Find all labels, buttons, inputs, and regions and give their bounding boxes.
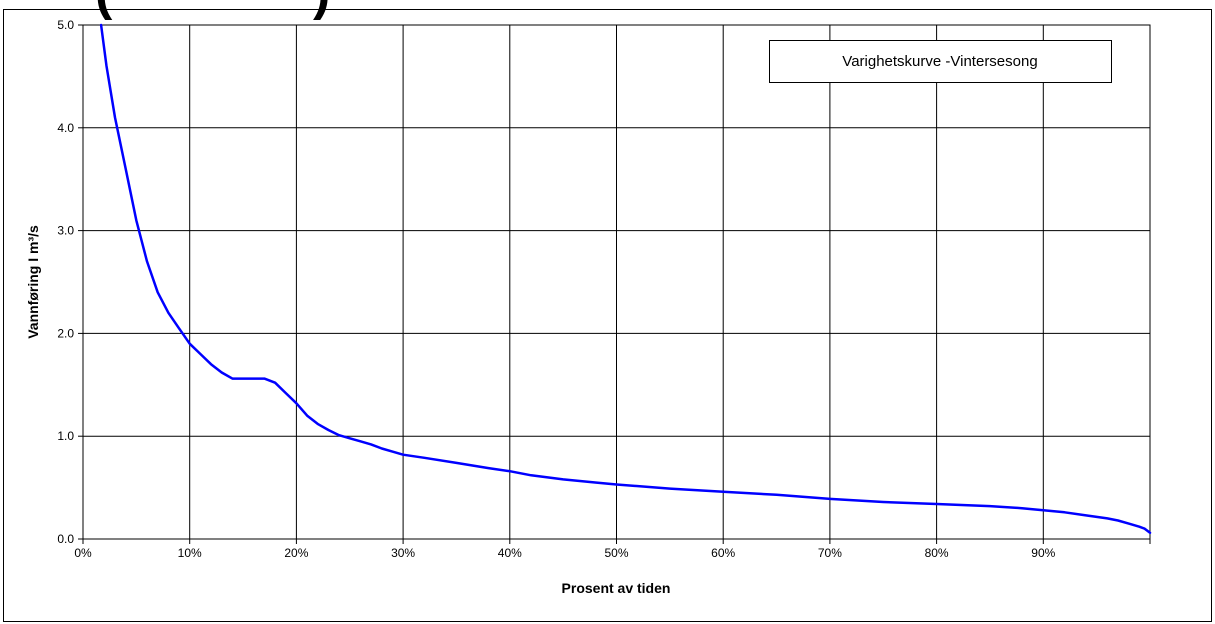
x-tick-label: 50% <box>604 546 628 560</box>
series-layer <box>99 23 1152 535</box>
x-tick-label: 20% <box>284 546 308 560</box>
y-tick-label: 3.0 <box>57 224 74 238</box>
legend-text: Varighetskurve -Vintersesong <box>842 53 1037 70</box>
y-tick-label: 0.0 <box>57 532 74 546</box>
x-tick-label: 40% <box>498 546 522 560</box>
x-tick-labels: 0% 10% 20% 30% 40% 50% 60% 70% 80% 90% <box>74 546 1055 560</box>
x-tick-label: 10% <box>178 546 202 560</box>
legend-box <box>769 40 1112 83</box>
grid-lines <box>78 24 1151 544</box>
top-text-fragment-left: ( <box>95 0 113 21</box>
series-line-0 <box>99 23 1152 535</box>
x-tick-label: 60% <box>711 546 735 560</box>
y-axis-title: Vannføring I m³/s <box>25 225 41 339</box>
x-axis-title: Prosent av tiden <box>562 580 671 596</box>
y-tick-label: 2.0 <box>57 326 74 340</box>
x-tick-label: 80% <box>925 546 949 560</box>
x-tick-label: 0% <box>74 546 92 560</box>
top-text-fragment-right: ) <box>313 0 330 21</box>
y-tick-label: 1.0 <box>57 429 74 443</box>
y-tick-label: 5.0 <box>57 18 74 32</box>
chart-outer-border <box>3 9 1212 622</box>
legend: Varighetskurve -Vintersesong <box>769 40 1112 83</box>
x-tick-label: 90% <box>1031 546 1055 560</box>
y-tick-label: 4.0 <box>57 121 74 135</box>
y-tick-labels: 0.0 1.0 2.0 3.0 4.0 5.0 <box>57 18 74 546</box>
x-tick-label: 70% <box>818 546 842 560</box>
x-tick-label: 30% <box>391 546 415 560</box>
